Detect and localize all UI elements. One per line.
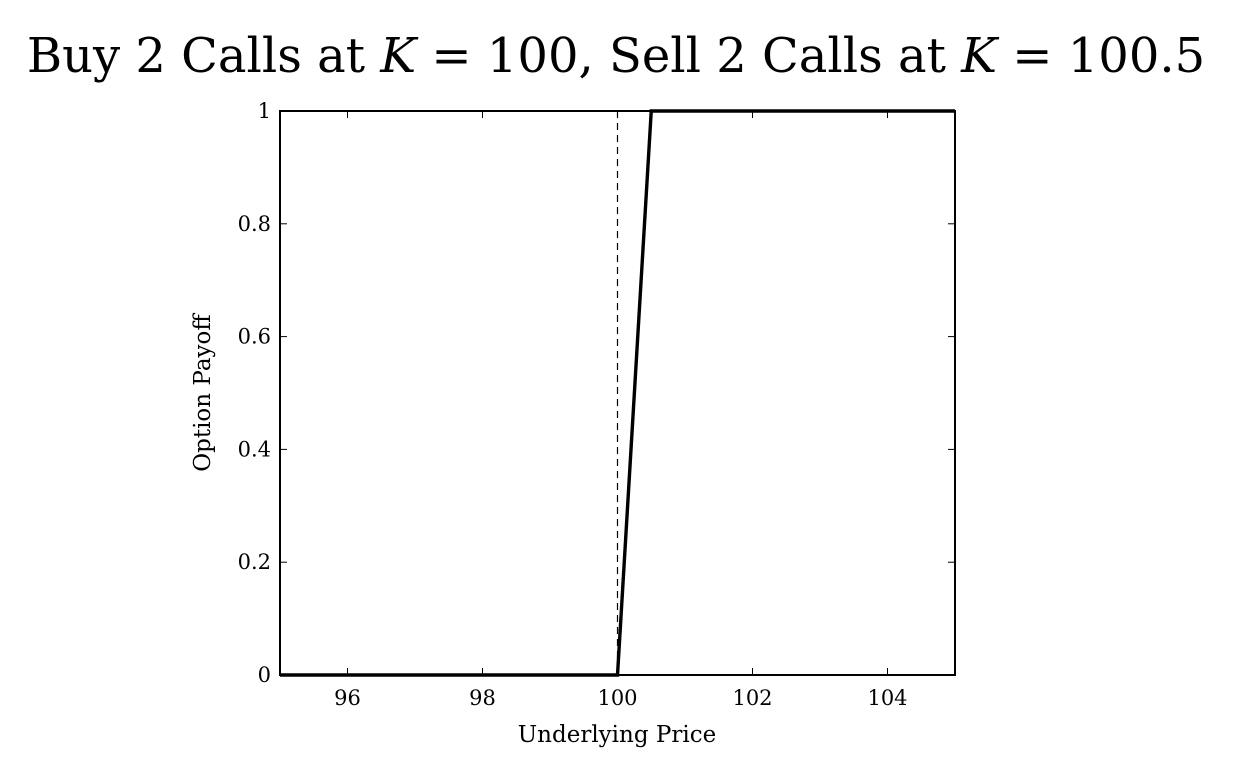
y-tick-label: 0 bbox=[258, 663, 271, 687]
x-tick-label: 102 bbox=[732, 686, 772, 710]
title-part: K bbox=[379, 28, 419, 84]
title-part: Buy 2 Calls at bbox=[27, 28, 380, 84]
y-tick-labels: 0 0.2 0.4 0.6 0.8 1 bbox=[238, 99, 271, 687]
title-part: = 100.5 bbox=[997, 28, 1205, 84]
x-tick-label: 96 bbox=[334, 686, 361, 710]
chart-title: Buy 2 Calls at K = 100, Sell 2 Calls at … bbox=[27, 28, 1205, 84]
y-tick-label: 1 bbox=[258, 99, 271, 123]
title-part: K bbox=[960, 28, 1000, 84]
x-axis-label: Underlying Price bbox=[518, 722, 716, 748]
x-tick-labels: 96 98 100 102 104 bbox=[334, 686, 907, 710]
x-tick-label: 104 bbox=[867, 686, 907, 710]
y-tick-label: 0.8 bbox=[238, 212, 271, 236]
y-tick-label: 0.6 bbox=[238, 325, 271, 349]
y-tick-label: 0.2 bbox=[238, 550, 271, 574]
tick-marks bbox=[280, 110, 955, 676]
x-tick-label: 100 bbox=[597, 686, 637, 710]
title-part: = 100, Sell 2 Calls at bbox=[416, 28, 961, 84]
y-tick-label: 0.4 bbox=[238, 437, 271, 461]
x-tick-label: 98 bbox=[469, 686, 496, 710]
y-axis-label: Option Payoff bbox=[190, 313, 216, 472]
